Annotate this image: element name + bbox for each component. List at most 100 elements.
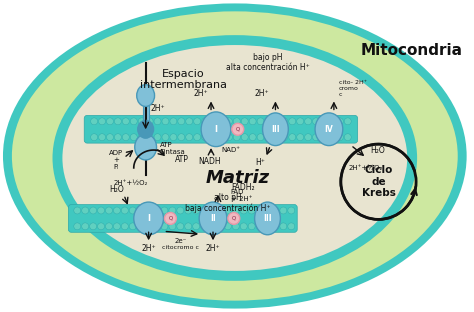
Circle shape: [164, 212, 176, 224]
Circle shape: [186, 134, 193, 141]
Circle shape: [169, 223, 176, 230]
Circle shape: [153, 223, 160, 230]
Circle shape: [170, 118, 177, 125]
Text: 2H⁺: 2H⁺: [141, 244, 156, 253]
Circle shape: [224, 207, 231, 214]
Circle shape: [99, 134, 106, 141]
Circle shape: [233, 134, 240, 141]
Circle shape: [337, 118, 343, 125]
Circle shape: [297, 134, 304, 141]
Circle shape: [228, 212, 240, 224]
Circle shape: [233, 118, 240, 125]
Circle shape: [185, 207, 191, 214]
Circle shape: [129, 223, 136, 230]
Circle shape: [185, 223, 191, 230]
Circle shape: [170, 134, 177, 141]
Circle shape: [305, 118, 311, 125]
Circle shape: [194, 134, 201, 141]
Circle shape: [248, 207, 255, 214]
Circle shape: [99, 118, 106, 125]
Circle shape: [90, 207, 97, 214]
FancyBboxPatch shape: [68, 205, 297, 232]
Circle shape: [288, 207, 295, 214]
Circle shape: [240, 223, 247, 230]
Circle shape: [106, 223, 112, 230]
Ellipse shape: [138, 120, 154, 138]
Circle shape: [224, 223, 231, 230]
Circle shape: [122, 134, 129, 141]
Circle shape: [305, 134, 311, 141]
Circle shape: [312, 134, 319, 141]
Text: 2H⁺+½O₂: 2H⁺+½O₂: [114, 180, 148, 186]
Circle shape: [337, 134, 343, 141]
Circle shape: [210, 118, 217, 125]
Circle shape: [201, 207, 208, 214]
Circle shape: [186, 118, 193, 125]
Circle shape: [161, 223, 168, 230]
Circle shape: [82, 207, 89, 214]
Circle shape: [272, 207, 279, 214]
Circle shape: [137, 223, 144, 230]
Text: NADH: NADH: [198, 158, 221, 166]
Circle shape: [137, 207, 144, 214]
FancyBboxPatch shape: [84, 115, 358, 143]
Circle shape: [232, 223, 239, 230]
Circle shape: [289, 118, 296, 125]
Text: 2H⁺: 2H⁺: [151, 104, 165, 113]
Circle shape: [98, 223, 105, 230]
Circle shape: [344, 134, 351, 141]
Circle shape: [288, 223, 295, 230]
Text: NAD⁺: NAD⁺: [221, 147, 240, 153]
Circle shape: [138, 134, 145, 141]
Circle shape: [232, 123, 244, 135]
Circle shape: [91, 134, 98, 141]
Circle shape: [146, 134, 153, 141]
Circle shape: [257, 118, 264, 125]
Ellipse shape: [53, 35, 417, 281]
Circle shape: [328, 134, 336, 141]
Circle shape: [297, 118, 304, 125]
Ellipse shape: [3, 3, 466, 309]
Text: ADP
+
Pᵢ: ADP + Pᵢ: [109, 150, 123, 170]
Circle shape: [130, 118, 137, 125]
Text: IV: IV: [325, 125, 333, 134]
Circle shape: [256, 207, 263, 214]
Circle shape: [281, 118, 288, 125]
Text: 2H⁺: 2H⁺: [194, 89, 209, 98]
Circle shape: [145, 223, 152, 230]
Text: Matriz: Matriz: [206, 169, 270, 187]
Circle shape: [226, 118, 232, 125]
Ellipse shape: [255, 202, 281, 235]
Text: H₂O: H₂O: [109, 185, 124, 194]
Bar: [143, 93, 149, 147]
Circle shape: [178, 134, 185, 141]
Circle shape: [320, 134, 328, 141]
Circle shape: [146, 118, 153, 125]
Circle shape: [121, 223, 128, 230]
Circle shape: [154, 118, 161, 125]
Circle shape: [280, 207, 287, 214]
Circle shape: [312, 118, 319, 125]
Circle shape: [130, 134, 137, 141]
Circle shape: [74, 207, 81, 214]
Text: 2e⁻: 2e⁻: [174, 238, 186, 244]
Circle shape: [217, 207, 223, 214]
Circle shape: [201, 118, 209, 125]
Circle shape: [114, 134, 121, 141]
Ellipse shape: [315, 113, 343, 146]
Circle shape: [248, 223, 255, 230]
Circle shape: [289, 134, 296, 141]
Circle shape: [161, 207, 168, 214]
Text: alto pH
baja concentración H⁺: alto pH baja concentración H⁺: [185, 193, 271, 213]
Text: bajo pH
alta concentración H⁺: bajo pH alta concentración H⁺: [226, 53, 310, 72]
Circle shape: [177, 207, 184, 214]
Ellipse shape: [12, 11, 458, 301]
Text: FADH₂: FADH₂: [231, 183, 255, 192]
Text: FAD
+ 2H⁺: FAD + 2H⁺: [231, 189, 252, 202]
Circle shape: [193, 223, 200, 230]
Circle shape: [194, 118, 201, 125]
Circle shape: [257, 134, 264, 141]
Circle shape: [226, 134, 232, 141]
Circle shape: [241, 134, 248, 141]
Circle shape: [273, 118, 280, 125]
